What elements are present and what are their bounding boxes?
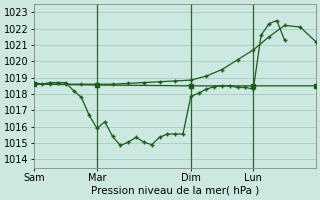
X-axis label: Pression niveau de la mer( hPa ): Pression niveau de la mer( hPa ) bbox=[91, 186, 259, 196]
